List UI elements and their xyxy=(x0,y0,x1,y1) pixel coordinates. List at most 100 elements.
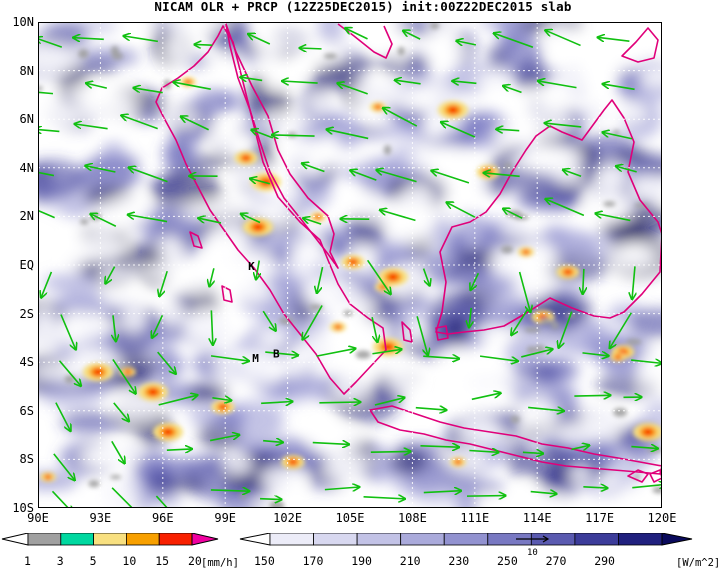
wind-arrow xyxy=(262,310,276,331)
wind-arrow xyxy=(595,213,631,222)
clear-sky-blob xyxy=(158,235,183,265)
lon-tick-label: 120E xyxy=(647,511,677,525)
wind-arrow xyxy=(631,360,662,363)
clear-sky-blob xyxy=(310,93,328,115)
clear-sky-blob xyxy=(38,365,93,382)
figure-title: NICAM OLR + PRCP (12Z25DEC2015) init:00Z… xyxy=(154,0,572,14)
precip-cell-trace xyxy=(613,407,628,417)
wind-arrow xyxy=(316,348,356,357)
clear-sky-blob xyxy=(38,308,57,333)
wind-arrow xyxy=(597,37,630,41)
clear-sky-blob xyxy=(474,72,511,87)
olr-blob xyxy=(265,87,292,123)
olr-blob xyxy=(40,375,105,410)
wind-arrow xyxy=(503,86,522,94)
colorbar-swatch xyxy=(313,533,358,546)
coast-bali-lombok xyxy=(627,469,662,483)
wind-arrow xyxy=(423,491,462,493)
wind-arrow xyxy=(155,495,169,508)
precip-cell-trace xyxy=(510,415,520,423)
wind-arrow xyxy=(456,41,477,45)
lon-tick-label: 105E xyxy=(335,511,365,525)
wind-arrow xyxy=(324,487,360,490)
olr-blob xyxy=(215,24,253,59)
precip-cell-trace xyxy=(550,321,560,330)
coastlines xyxy=(155,23,662,483)
wind-arrow xyxy=(345,28,368,40)
colorbar-tick-label: 270 xyxy=(545,554,567,568)
olr-blob xyxy=(142,467,177,499)
wind-arrow xyxy=(363,497,406,499)
wind-arrow xyxy=(521,349,553,358)
precip-cell-trace xyxy=(355,350,371,359)
wind-arrow xyxy=(113,402,129,422)
clear-sky-blob xyxy=(391,30,409,62)
olr-blob xyxy=(502,31,543,72)
clear-sky-blob xyxy=(620,103,645,122)
clear-sky-blob xyxy=(97,266,133,281)
wind-arrow xyxy=(74,124,108,130)
wind-arrow xyxy=(58,360,81,386)
lon-tick-label: 93E xyxy=(89,511,112,525)
precip-cell-trace xyxy=(500,245,514,254)
wind-arrow xyxy=(256,260,259,280)
wind-arrow xyxy=(583,268,584,294)
olr-blob xyxy=(378,53,430,76)
clear-sky-blob xyxy=(599,472,617,487)
colorbar-swatch xyxy=(443,533,489,546)
colorbar-swatch xyxy=(356,533,402,546)
wind-arrow xyxy=(383,108,418,127)
clear-sky-blob xyxy=(568,465,591,482)
colorbar-swatch xyxy=(269,533,314,546)
precip-cell-heavy xyxy=(253,223,263,231)
clear-sky-blob xyxy=(464,375,510,393)
clear-sky-blob xyxy=(543,494,568,506)
wind-arrow xyxy=(370,451,411,452)
lat-tick-label: 6N xyxy=(19,112,34,127)
wind-arrow xyxy=(265,352,298,355)
clear-sky-blob xyxy=(555,421,610,444)
wind-arrow xyxy=(366,259,391,294)
wind-arrow xyxy=(571,445,589,449)
olr-blob xyxy=(246,73,269,116)
map-frame xyxy=(38,22,662,508)
wind-arrow xyxy=(616,166,637,173)
clear-sky-blob xyxy=(265,113,313,129)
colorbar-max-triangle xyxy=(661,533,693,546)
wind-arrow xyxy=(610,312,632,349)
wind-arrow xyxy=(466,496,506,497)
wind-arrow xyxy=(479,355,518,361)
wind-arrow xyxy=(602,132,633,140)
clear-sky-blob xyxy=(83,444,141,469)
wind-arrow xyxy=(212,398,231,401)
coast-philippines xyxy=(621,27,659,63)
clear-sky-blob xyxy=(411,145,468,171)
clear-sky-blob xyxy=(540,93,596,110)
olr-blob xyxy=(446,64,488,96)
olr-blob xyxy=(455,248,499,266)
wind-arrow xyxy=(374,398,405,406)
precip-cell-heavy xyxy=(388,273,398,281)
precip-cell-trace xyxy=(504,162,512,171)
coast-malaya xyxy=(225,23,339,269)
wind-arrow xyxy=(544,123,582,127)
olr-blob xyxy=(531,364,562,384)
coast-siberut xyxy=(221,285,233,303)
wind-arrow xyxy=(632,266,635,299)
clear-sky-blob xyxy=(222,456,254,476)
precip-cell-heavy xyxy=(289,459,297,465)
precip-cell-trace xyxy=(603,201,616,207)
clear-sky-blob xyxy=(259,327,288,349)
clear-sky-blob xyxy=(294,238,327,262)
wind-arrow xyxy=(503,209,523,219)
station-label: K xyxy=(248,260,255,273)
clear-sky-blob xyxy=(258,466,306,488)
clear-sky-blob xyxy=(584,105,626,122)
colorbar-tick-label: 250 xyxy=(497,554,518,568)
wind-arrow xyxy=(574,395,610,396)
olr-blob xyxy=(162,137,195,168)
olr-blob xyxy=(580,243,612,264)
olr-blob xyxy=(60,411,125,434)
precip-cell-trace xyxy=(78,48,89,59)
precip-cell-heavy xyxy=(349,259,357,265)
